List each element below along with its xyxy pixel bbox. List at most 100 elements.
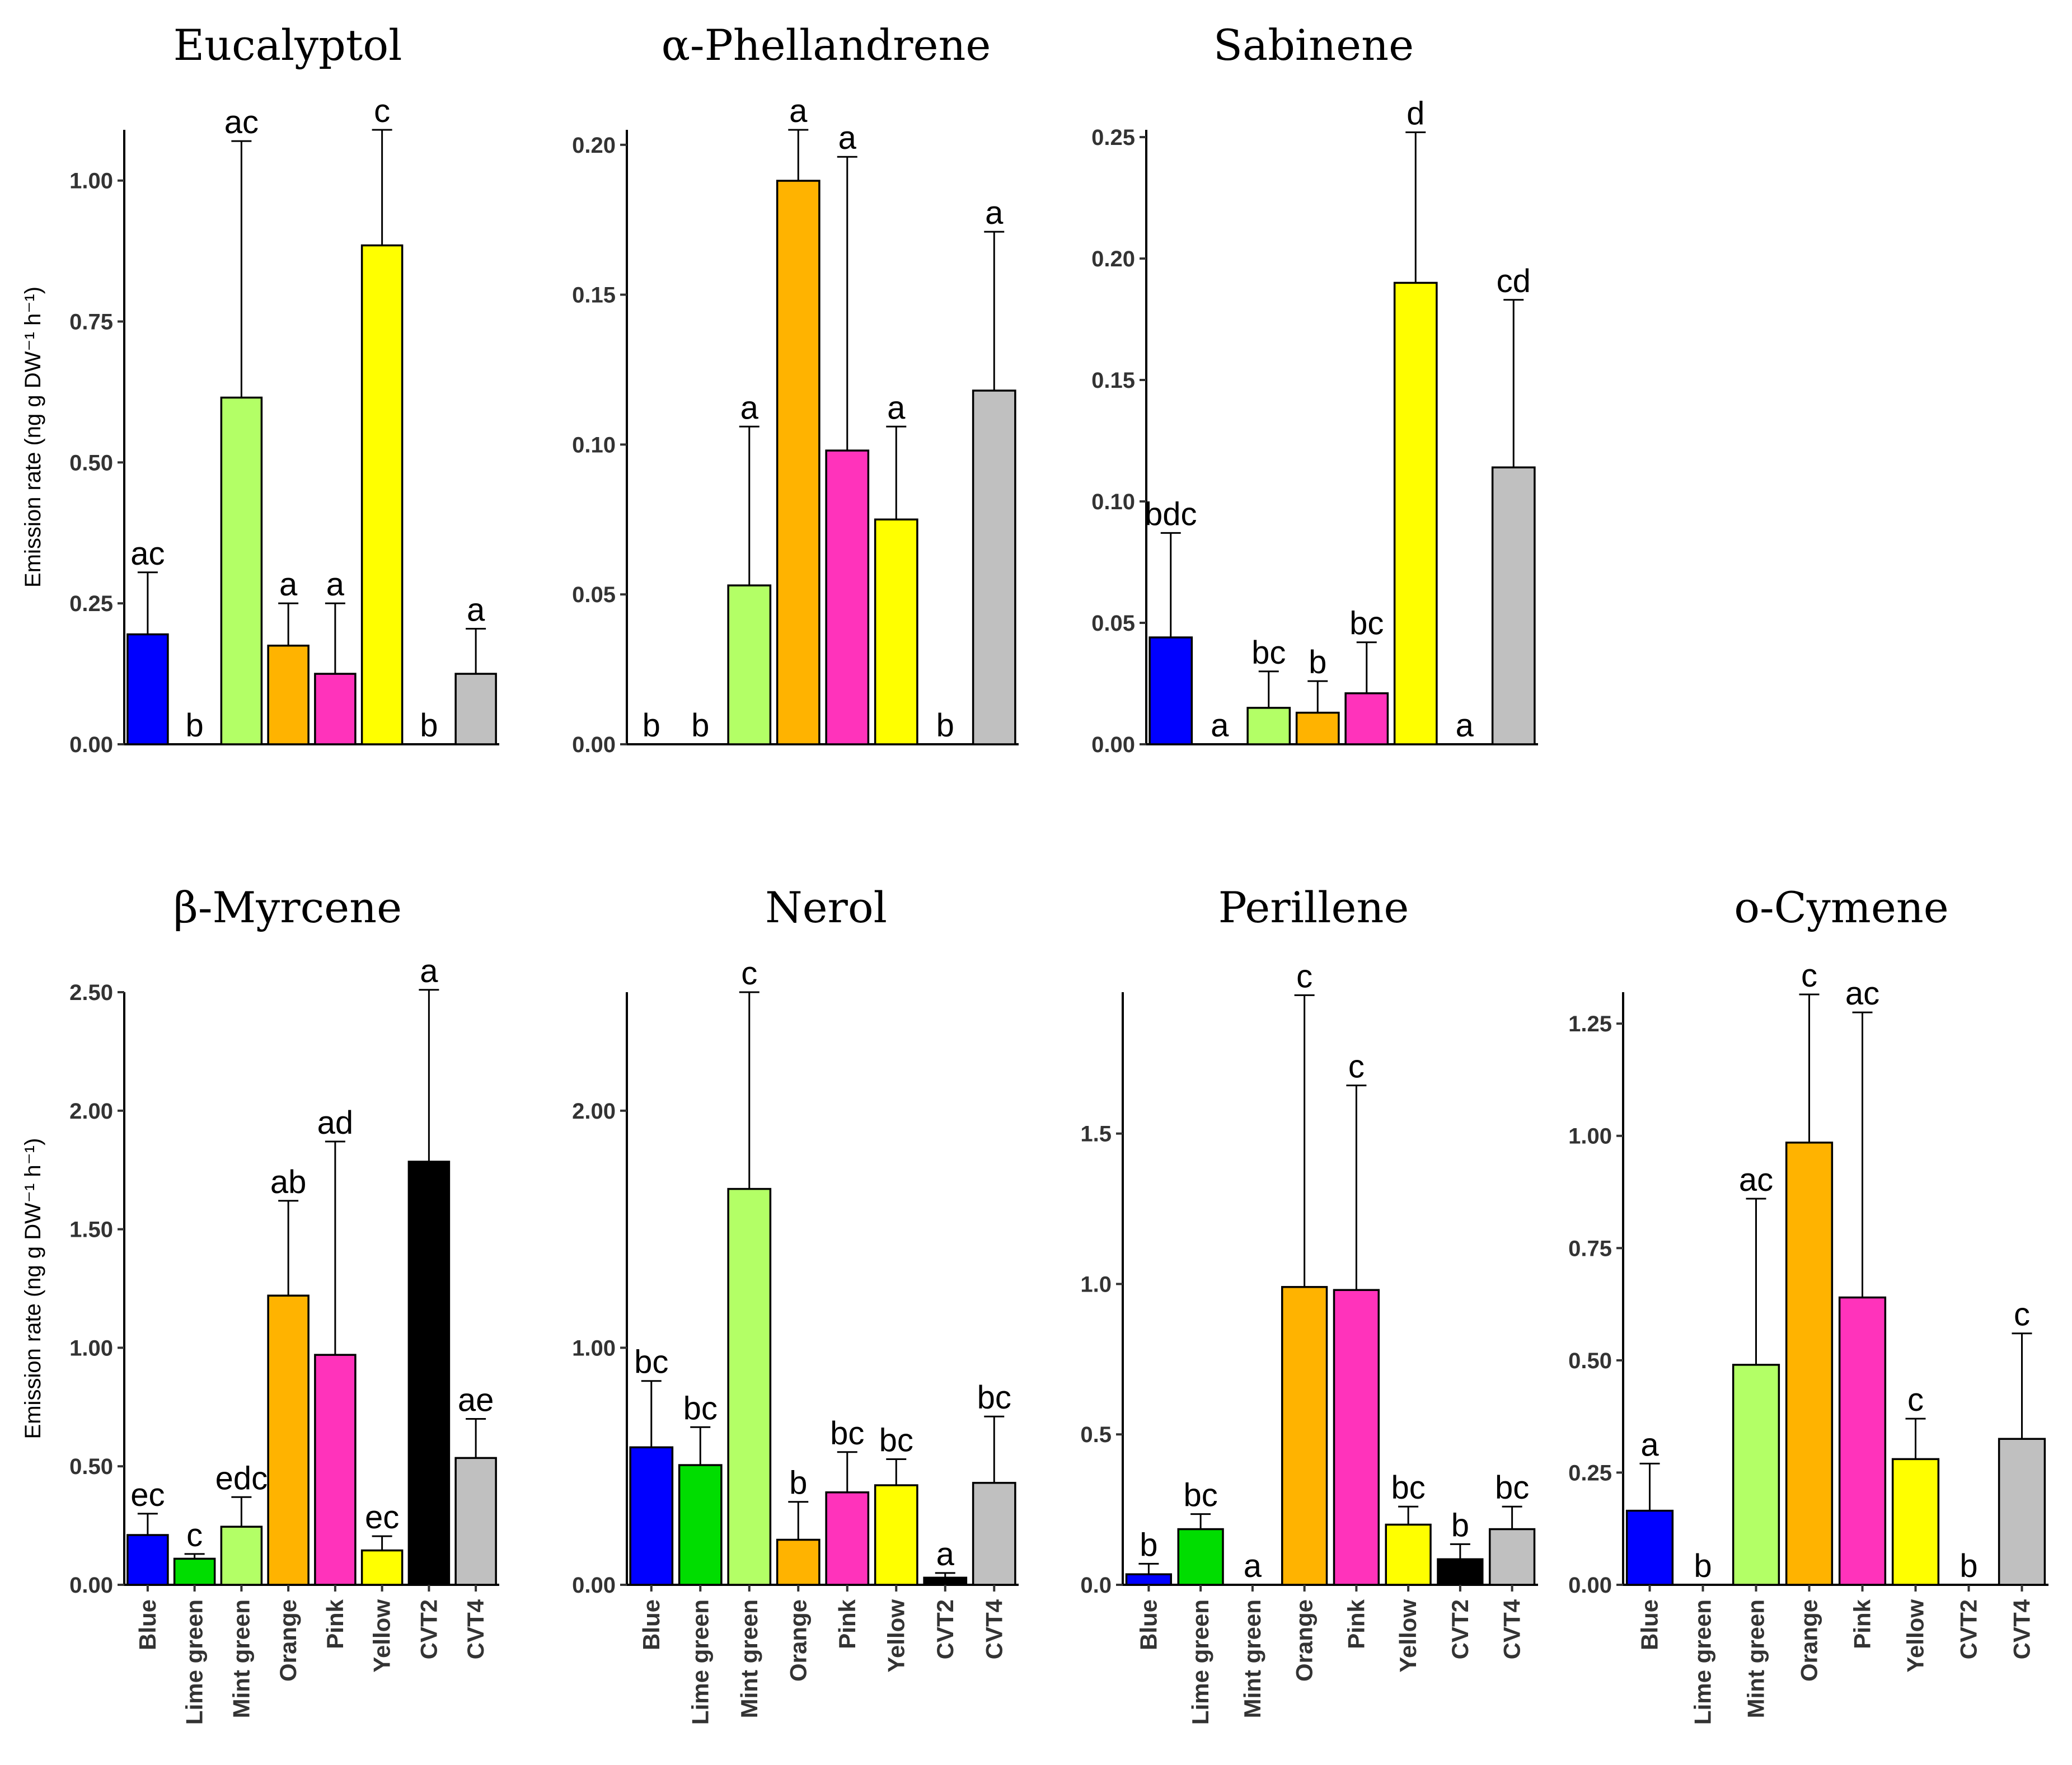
y-tick-label: 0.00 xyxy=(572,733,616,757)
y-tick-label: 0.00 xyxy=(69,733,113,757)
y-tick-label: 0.05 xyxy=(572,583,616,607)
panel-Eucalyptol: Eucalyptol 0.00 0.25 0.50 0.75 1.00 Emission r… xyxy=(21,20,499,757)
y-axis-label: Emission rate (ng g DW⁻¹ h⁻¹) xyxy=(21,1138,45,1439)
x-tick-label: Yellow xyxy=(369,1599,395,1673)
significance-letter: a xyxy=(420,953,438,989)
y-tick-label: 0.50 xyxy=(69,1454,113,1479)
bar-cvt4 xyxy=(454,673,497,745)
x-tick-label: CVT2 xyxy=(1447,1599,1473,1659)
significance-letter: cd xyxy=(1497,263,1531,299)
x-tick-label: Pink xyxy=(1343,1599,1369,1649)
x-tick-label: Lime green xyxy=(181,1599,208,1725)
significance-letter: a xyxy=(326,566,345,603)
x-tick-label: Mint green xyxy=(1239,1599,1265,1718)
significance-letter: a xyxy=(789,93,808,129)
significance-letter: bc xyxy=(683,1390,718,1426)
x-tick-label: Lime green xyxy=(1690,1599,1716,1725)
y-tick-label: 0.00 xyxy=(69,1573,113,1598)
y-tick-label: 1.00 xyxy=(69,169,113,194)
bar-cvt4 xyxy=(1998,1438,2046,1586)
bar-pink xyxy=(1333,1289,1380,1586)
significance-letter: bc xyxy=(879,1422,913,1458)
x-tick-label: Lime green xyxy=(1187,1599,1213,1725)
y-tick-label: 0.20 xyxy=(1091,247,1135,271)
significance-letter: bc xyxy=(830,1415,864,1452)
bar-orange xyxy=(1785,1142,1834,1586)
significance-letter: b xyxy=(789,1465,807,1501)
x-tick-label: Mint green xyxy=(1743,1599,1769,1718)
x-tick-label: Mint green xyxy=(736,1599,762,1718)
y-tick-label: 0.10 xyxy=(572,433,616,457)
x-tick-label: Yellow xyxy=(883,1599,909,1673)
significance-letter: bc xyxy=(634,1344,668,1381)
bar-mint-green xyxy=(220,1525,263,1586)
significance-letter: a xyxy=(740,389,759,426)
significance-letter: b xyxy=(643,707,660,744)
x-tick-label: Orange xyxy=(1796,1599,1822,1682)
panel-β-Myrcene: β-Myrcene 0.00 0.50 1.00 1.50 2.00 2.50 Emissio… xyxy=(21,882,499,1725)
x-tick-label: CVT4 xyxy=(2009,1599,2035,1659)
x-tick-label: CVT2 xyxy=(415,1599,442,1659)
bar-lime-green xyxy=(173,1557,216,1586)
bar-cvt4 xyxy=(1488,1528,1536,1586)
x-tick-label: CVT4 xyxy=(981,1599,1007,1659)
significance-letter: b xyxy=(420,707,438,744)
significance-letter: b xyxy=(1140,1527,1157,1563)
significance-letter: c xyxy=(1907,1382,1924,1418)
bar-yellow xyxy=(874,1484,918,1586)
y-tick-label: 0.20 xyxy=(572,133,616,158)
significance-letter: b xyxy=(1309,644,1326,680)
chart-title: Perillene xyxy=(1218,882,1409,932)
y-tick-label: 2.00 xyxy=(69,1099,113,1124)
y-tick-label: 0.0 xyxy=(1080,1573,1112,1598)
significance-letter: b xyxy=(1451,1507,1469,1543)
x-tick-label: Orange xyxy=(275,1599,301,1682)
y-tick-label: 2.00 xyxy=(572,1099,616,1124)
x-tick-label: Pink xyxy=(322,1599,348,1649)
significance-letter: ad xyxy=(317,1105,354,1141)
y-tick-label: 0.00 xyxy=(1568,1573,1612,1598)
bar-mint-green xyxy=(727,584,772,745)
x-tick-label: Blue xyxy=(1135,1599,1161,1650)
significance-letter: ae xyxy=(458,1382,494,1418)
y-tick-label: 0.75 xyxy=(69,309,113,334)
significance-letter: a xyxy=(936,1536,955,1572)
significance-letter: c xyxy=(374,93,390,129)
bar-orange xyxy=(267,1294,310,1586)
y-tick-label: 0.00 xyxy=(572,1573,616,1598)
panel-o-Cymene: o-Cymene 0.00 0.25 0.50 0.75 1.00 1.25 a Blue b Li… xyxy=(1568,882,2048,1725)
bar-cvt2 xyxy=(923,1576,968,1586)
bar-yellow xyxy=(1385,1523,1432,1586)
y-tick-label: 0.50 xyxy=(69,450,113,475)
bar-blue xyxy=(1148,636,1193,745)
y-tick-label: 0.25 xyxy=(69,592,113,616)
y-axis-label: Emission rate (ng g DW⁻¹ h⁻¹) xyxy=(21,287,45,588)
significance-letter: d xyxy=(1407,95,1424,132)
x-tick-label: Lime green xyxy=(687,1599,713,1725)
y-tick-label: 0.25 xyxy=(1091,125,1135,150)
y-tick-label: 1.5 xyxy=(1080,1122,1112,1147)
significance-letter: ac xyxy=(1845,975,1879,1012)
chart-title: Sabinene xyxy=(1213,20,1414,70)
x-tick-label: Orange xyxy=(1291,1599,1318,1682)
significance-letter: b xyxy=(185,707,203,744)
bar-pink xyxy=(825,1491,870,1586)
bar-lime-green xyxy=(1177,1528,1224,1586)
significance-letter: a xyxy=(985,195,1004,231)
significance-letter: c xyxy=(186,1517,203,1553)
bar-blue xyxy=(1625,1509,1674,1586)
y-tick-label: 2.50 xyxy=(69,980,113,1005)
x-tick-label: Yellow xyxy=(1395,1599,1421,1673)
x-tick-label: CVT2 xyxy=(1956,1599,1982,1659)
significance-letter: c xyxy=(1296,958,1312,994)
chart-title: Eucalyptol xyxy=(174,20,402,70)
significance-letter: a xyxy=(279,566,298,603)
x-tick-label: Yellow xyxy=(1902,1599,1929,1673)
bar-mint-green xyxy=(220,396,263,745)
bar-yellow xyxy=(874,518,918,745)
significance-letter: ac xyxy=(1739,1162,1773,1198)
y-tick-label: 0.05 xyxy=(1091,611,1135,636)
significance-letter: ac xyxy=(224,104,259,140)
bar-yellow xyxy=(1393,281,1438,745)
